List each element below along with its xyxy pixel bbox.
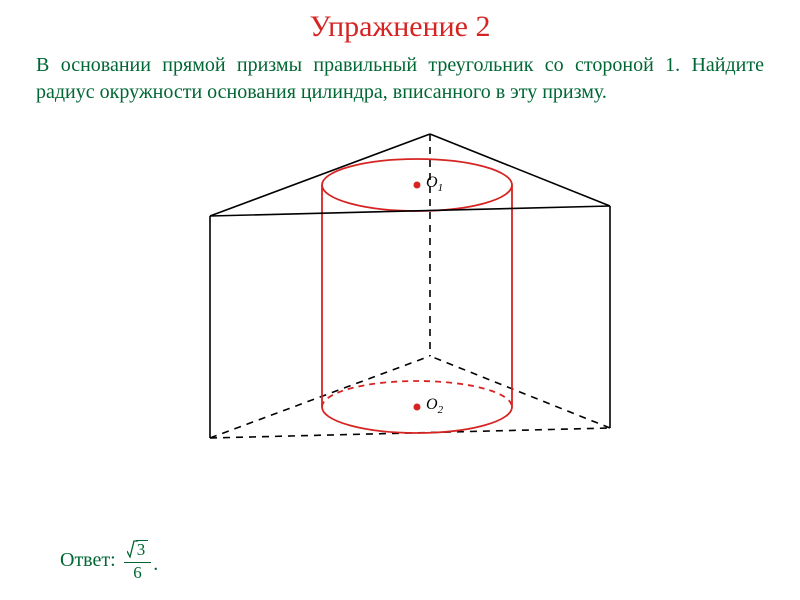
- figure-area: O1 O2: [0, 106, 800, 506]
- label-o2-sub: 2: [438, 404, 444, 416]
- exercise-title: Упражнение 2: [0, 10, 800, 44]
- label-o2-text: O: [426, 396, 438, 413]
- problem-text: В основании прямой призмы правильный тре…: [36, 52, 764, 106]
- answer-period: .: [153, 553, 158, 582]
- answer-fraction: 3 6: [124, 539, 152, 582]
- answer-label: Ответ:: [60, 549, 116, 572]
- label-o1: O1: [426, 174, 443, 194]
- label-o2: O2: [426, 396, 443, 416]
- sqrt-icon: 3: [127, 540, 149, 558]
- label-o1-text: O: [426, 174, 438, 191]
- label-o1-sub: 1: [438, 182, 444, 194]
- answer-radicand: 3: [136, 540, 149, 558]
- answer-denominator: 6: [130, 563, 145, 582]
- prism-cylinder-diagram: [170, 116, 630, 496]
- answer-block: Ответ: 3 6 .: [60, 539, 158, 582]
